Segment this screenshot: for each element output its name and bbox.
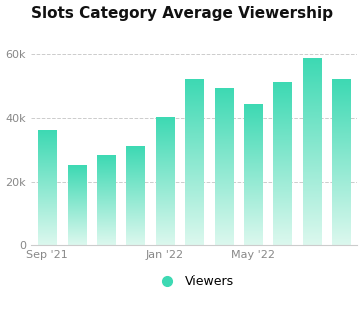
Legend: Viewers: Viewers <box>149 270 240 293</box>
Text: Slots Category Average Viewership: Slots Category Average Viewership <box>31 5 333 21</box>
